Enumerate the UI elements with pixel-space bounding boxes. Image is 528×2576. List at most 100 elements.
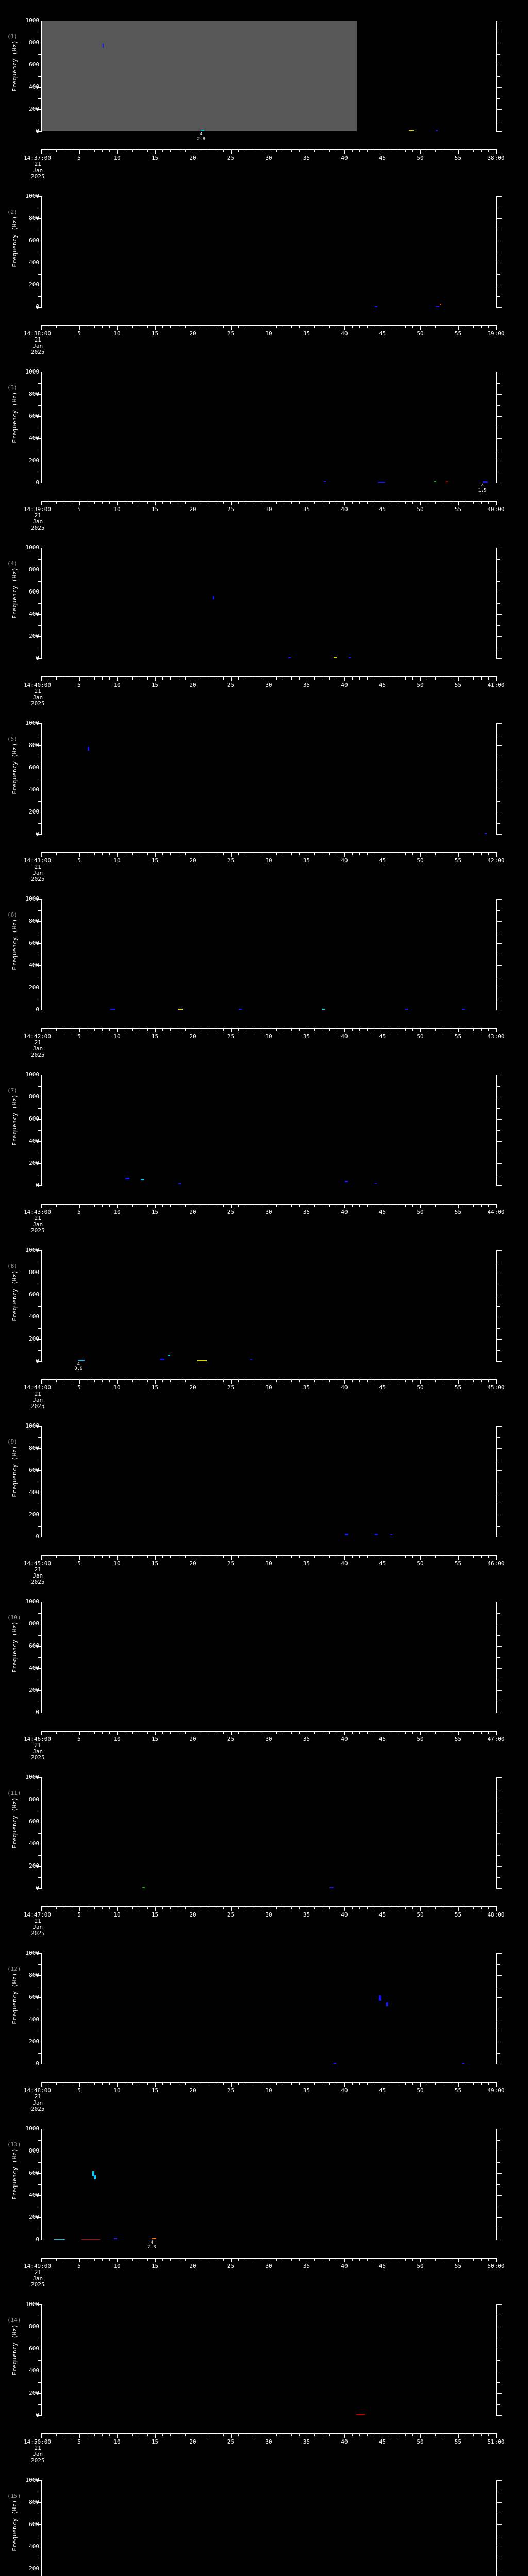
detection-mark	[329, 1887, 334, 1888]
x-tick-label: 45	[378, 2263, 386, 2269]
x-axis-1	[41, 149, 497, 154]
detection-mark	[168, 1355, 171, 1357]
x-tick-label: 15	[151, 1033, 159, 1040]
x-tick-label: 35	[303, 2438, 310, 2445]
panel-number-9: (9)	[7, 1438, 18, 1445]
plot-area-8	[42, 1250, 496, 1361]
detection-annotation: 4 0.9	[74, 1362, 82, 1371]
panel-1: (1)Frequency (Hz)1000800600400200014:37:…	[0, 9, 528, 185]
y-tick-label: 400	[29, 2016, 39, 2023]
y-tick-label: 200	[29, 281, 39, 288]
y-tick-label: 600	[29, 588, 39, 595]
x-axis-12	[41, 2082, 497, 2087]
x-tick-label: 5	[77, 2263, 81, 2269]
detection-mark	[440, 303, 442, 305]
detection-mark	[81, 2239, 101, 2240]
x-tick-label: 5	[77, 1384, 81, 1391]
x-end-label: 42:00	[487, 857, 505, 864]
x-tick-label: 35	[303, 2087, 310, 2094]
panel-4: (4)Frequency (Hz)1000800600400200014:40:…	[0, 536, 528, 712]
date-line: 21	[34, 161, 41, 167]
y-axis-left	[37, 1426, 42, 1537]
x-tick-label: 30	[265, 2087, 272, 2094]
x-end-label: 40:00	[487, 506, 505, 513]
x-tick-label: 30	[265, 1384, 272, 1391]
y-tick-label: 800	[29, 742, 39, 749]
x-tick-label: 15	[151, 1736, 159, 1742]
x-axis-11	[41, 1906, 497, 1911]
x-tick-label: 5	[77, 1736, 81, 1742]
x-start-label: 14:42:00	[24, 1033, 51, 1040]
y-tick-label: 600	[29, 2521, 39, 2528]
x-tick-label: 20	[189, 682, 196, 688]
x-tick-label: 5	[77, 1033, 81, 1040]
x-tick-label: 20	[189, 2087, 196, 2094]
x-tick-label: 15	[151, 2438, 159, 2445]
date-line: 2025	[31, 2281, 45, 2288]
no-data-region	[42, 21, 357, 131]
detection-mark	[197, 1360, 207, 1361]
date-label: 21 Jan 2025	[31, 161, 45, 180]
x-tick-label: 10	[113, 1736, 121, 1742]
x-tick-label: 20	[189, 1033, 196, 1040]
x-tick-label: 20	[189, 155, 196, 161]
y-tick-label: 600	[29, 237, 39, 244]
y-tick-label: 800	[29, 39, 39, 46]
panel-8: (8)Frequency (Hz)1000800600400200014:44:…	[0, 1239, 528, 1415]
x-tick-label: 50	[417, 1384, 424, 1391]
x-tick-label: 55	[454, 1033, 462, 1040]
date-line: 21	[34, 2445, 41, 2451]
date-label: 21 Jan 2025	[31, 688, 45, 707]
x-end-label: 46:00	[487, 1560, 505, 1567]
x-tick-label: 25	[227, 155, 235, 161]
y-axis-left	[37, 2129, 42, 2240]
panel-9: (9)Frequency (Hz)1000800600400200014:45:…	[0, 1415, 528, 1590]
y-tick-label: 200	[29, 984, 39, 991]
x-tick-label: 45	[378, 1384, 386, 1391]
y-tick-label: 600	[29, 2170, 39, 2176]
detection-mark	[333, 657, 337, 658]
detection-mark	[288, 657, 291, 658]
y-tick-label: 400	[29, 2543, 39, 2550]
x-tick-label: 15	[151, 682, 159, 688]
annotation-line: 4	[481, 483, 484, 488]
y-tick-label: 400	[29, 259, 39, 266]
x-tick-label: 30	[265, 1209, 272, 1215]
x-tick-label: 5	[77, 506, 81, 513]
panel-number-4: (4)	[7, 560, 18, 567]
detection-mark	[54, 2239, 65, 2240]
y-tick-label: 200	[29, 1335, 39, 1342]
date-label: 21 Jan 2025	[31, 2269, 45, 2288]
y-axis-left	[37, 1075, 42, 1186]
panel-6: (6)Frequency (Hz)1000800600400200014:42:…	[0, 888, 528, 1063]
annotation-line: 2.8	[196, 137, 206, 142]
date-label: 21 Jan 2025	[31, 1040, 45, 1058]
detection-mark	[125, 1177, 130, 1179]
x-end-label: 38:00	[487, 155, 505, 161]
x-tick-label: 15	[151, 2263, 159, 2269]
x-start-label: 14:39:00	[24, 506, 51, 513]
date-line: 21	[34, 336, 41, 343]
y-tick-label: 200	[29, 1160, 39, 1166]
date-line: Jan	[32, 870, 43, 876]
x-tick-label: 10	[113, 506, 121, 513]
x-axis-9	[41, 1555, 497, 1560]
x-end-label: 49:00	[487, 2087, 505, 2094]
y-tick-label: 1000	[25, 895, 40, 902]
x-tick-label: 40	[341, 1384, 348, 1391]
detection-mark	[344, 1533, 348, 1535]
panel-number-3: (3)	[7, 384, 18, 391]
date-line: Jan	[32, 1397, 43, 1403]
date-line: Jan	[32, 2451, 43, 2458]
date-line: 21	[34, 2269, 41, 2276]
y-tick-label: 0	[15, 2412, 39, 2418]
y-axis-left	[37, 21, 42, 132]
y-axis-right	[496, 723, 502, 835]
x-tick-label: 35	[303, 506, 310, 513]
x-start-label: 14:43:00	[24, 1209, 51, 1215]
y-tick-label: 200	[29, 1862, 39, 1869]
y-tick-label: 800	[29, 1972, 39, 1978]
detection-annotation: 4 2.3	[148, 2241, 156, 2250]
y-tick-label: 0	[15, 1885, 39, 1891]
panel-14: (14)Frequency (Hz)1000800600400200014:50…	[0, 2293, 528, 2469]
